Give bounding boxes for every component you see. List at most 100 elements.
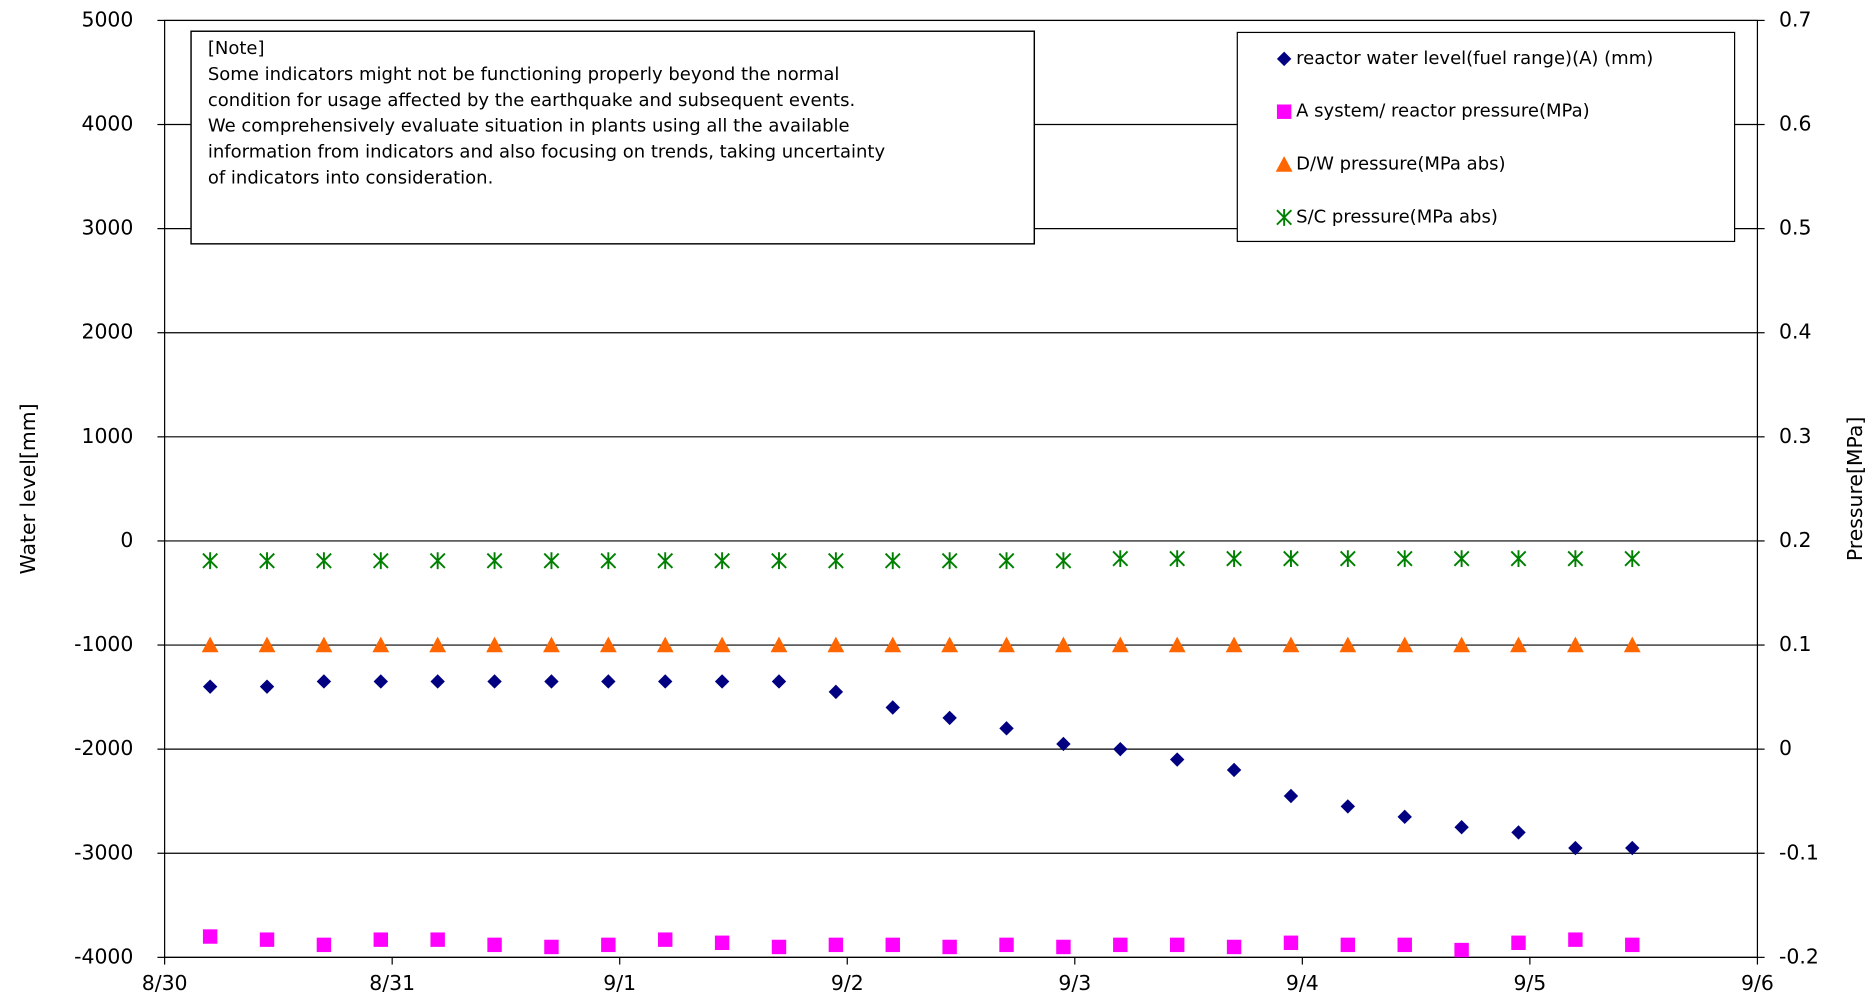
x-tick-label: 9/3 (1058, 971, 1091, 995)
y2-tick-label: 0.4 (1779, 320, 1811, 344)
marker (1566, 636, 1584, 653)
x-tick-label: 9/5 (1513, 971, 1546, 995)
marker (259, 552, 275, 570)
marker (658, 932, 673, 947)
legend-box (1236, 31, 1736, 243)
marker (999, 937, 1014, 953)
marker (599, 636, 617, 653)
note-box (190, 30, 1036, 245)
legend-marker (1275, 156, 1293, 172)
note-line: information from indicators and also foc… (208, 142, 886, 163)
marker (1168, 636, 1186, 653)
y-tick-label: -1000 (74, 632, 133, 656)
legend-label: reactor water level(fuel range)(A) (mm) (1296, 48, 1653, 69)
y2-tick-label: 0.5 (1779, 216, 1811, 240)
marker (1169, 937, 1185, 953)
y2-tick-label: 0.7 (1779, 7, 1811, 31)
y-tick-label: 0 (120, 528, 133, 552)
marker (771, 674, 787, 689)
marker (885, 700, 900, 715)
marker (1511, 935, 1526, 950)
marker (1568, 932, 1583, 947)
x-tick-label: 9/4 (1286, 971, 1319, 995)
marker (884, 552, 901, 570)
marker (713, 636, 731, 653)
marker (1226, 762, 1242, 778)
marker (259, 932, 275, 947)
marker (601, 674, 616, 689)
note-line: [Note] (208, 38, 265, 59)
marker (202, 929, 218, 944)
marker (999, 721, 1014, 736)
marker (884, 636, 902, 653)
marker (1226, 550, 1242, 568)
x-tick-label: 9/6 (1741, 971, 1774, 995)
legend-marker (1276, 51, 1292, 67)
note-line: condition for usage affected by the eart… (208, 90, 855, 111)
marker (1623, 636, 1641, 653)
x-tick-label: 9/1 (603, 971, 636, 995)
y2-tick-label: 0.1 (1779, 632, 1811, 656)
y-tick-label: 2000 (81, 320, 133, 344)
marker (1397, 809, 1412, 825)
marker (1283, 550, 1299, 568)
marker (1055, 552, 1072, 570)
marker (942, 710, 957, 726)
marker (1283, 935, 1299, 950)
marker (771, 939, 787, 955)
legend-marker (1276, 209, 1293, 226)
marker (486, 552, 503, 570)
marker (430, 932, 445, 947)
y-tick-label: -2000 (74, 736, 133, 760)
marker (658, 674, 673, 689)
marker (544, 674, 559, 689)
marker (1056, 939, 1071, 955)
marker (941, 552, 958, 570)
marker (1112, 550, 1129, 568)
marker (315, 636, 333, 653)
marker (1113, 741, 1128, 757)
marker (202, 552, 219, 570)
plot-frame (164, 19, 1759, 958)
marker (1624, 550, 1641, 568)
y2-axis-label: Pressure[MPa] (1843, 417, 1867, 562)
marker (1283, 788, 1299, 804)
y2-tick-label: -0.1 (1779, 840, 1819, 864)
marker (1111, 636, 1129, 653)
marker (827, 552, 844, 570)
marker (600, 552, 617, 570)
marker (1056, 736, 1071, 752)
marker (828, 937, 844, 953)
y-tick-label: 4000 (81, 112, 133, 136)
marker (827, 636, 845, 653)
marker (714, 552, 730, 570)
marker (372, 552, 389, 570)
marker (657, 552, 674, 570)
y-tick-label: -4000 (74, 944, 133, 968)
marker (429, 636, 447, 653)
marker (316, 552, 332, 570)
marker (1625, 840, 1640, 856)
y-tick-label: 3000 (81, 216, 133, 240)
marker (656, 636, 674, 653)
marker (1510, 550, 1527, 568)
marker (1397, 937, 1412, 953)
marker (1453, 550, 1470, 568)
marker (1169, 752, 1185, 767)
marker (1282, 636, 1300, 653)
marker (1055, 636, 1072, 653)
y-axis-label: Water level[mm] (16, 403, 40, 574)
y-tick-label: 5000 (81, 7, 133, 31)
marker (714, 935, 730, 950)
marker (770, 636, 788, 653)
marker (941, 636, 959, 653)
marker (429, 552, 446, 570)
marker (1567, 550, 1584, 568)
legend-marker (1276, 104, 1292, 119)
marker (1339, 550, 1356, 568)
legend-label: A system/ reactor pressure(MPa) (1296, 101, 1590, 122)
marker (714, 674, 730, 689)
marker (1225, 636, 1243, 653)
y2-tick-label: 0 (1779, 736, 1792, 760)
marker (1396, 550, 1413, 568)
